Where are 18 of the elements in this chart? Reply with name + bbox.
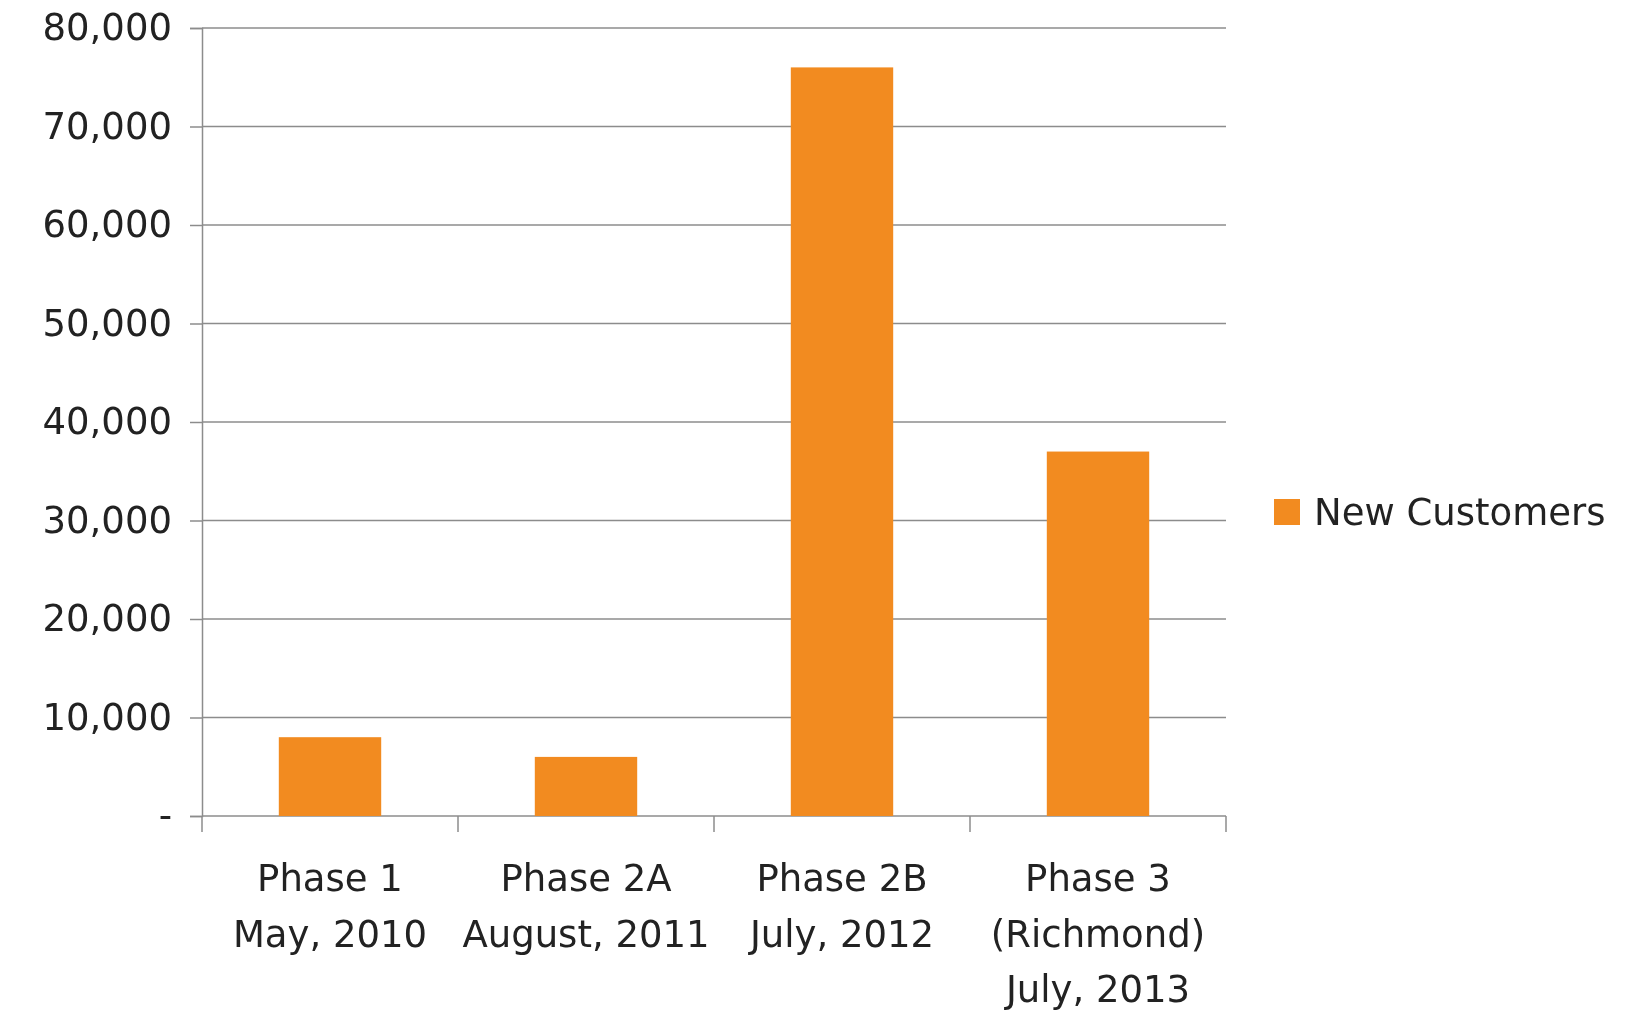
bar [790, 67, 894, 816]
bar [534, 756, 638, 816]
y-tick-label: 80,000 [42, 6, 172, 50]
x-tick-label: Phase 3 (Richmond) July, 2013 [990, 857, 1206, 1011]
y-tick-label: 40,000 [42, 400, 172, 444]
bar [278, 737, 382, 816]
y-tick-label: 20,000 [42, 597, 172, 641]
y-tick-label: 70,000 [42, 104, 172, 148]
x-tick-label: Phase 1 May, 2010 [232, 857, 428, 956]
bar [1046, 451, 1150, 816]
x-tick-label: Phase 2A August, 2011 [462, 857, 710, 956]
legend-label: New Customers [1314, 490, 1606, 534]
y-tick-label: 60,000 [42, 203, 172, 247]
y-tick-label: 50,000 [42, 301, 172, 345]
y-tick-label: 30,000 [42, 498, 172, 542]
y-tick-label: 10,000 [42, 695, 172, 739]
x-tick-label: Phase 2B July, 2012 [747, 857, 935, 956]
y-tick-label: - [158, 794, 172, 838]
